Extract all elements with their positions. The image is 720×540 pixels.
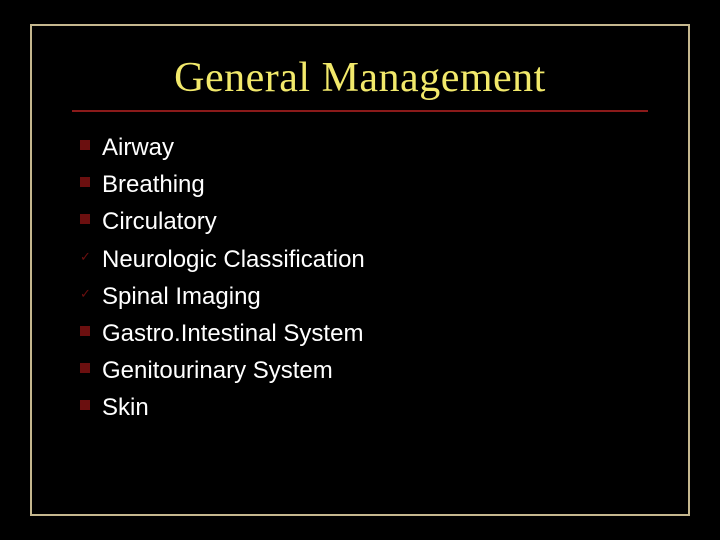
list-item: Genitourinary System	[80, 355, 648, 386]
check-icon: ✓	[80, 287, 91, 300]
square-bullet-icon	[80, 140, 102, 150]
square-icon	[80, 214, 90, 224]
check-bullet-icon: ✓	[80, 252, 102, 263]
list-item-text: Neurologic Classification	[102, 244, 365, 275]
slide-frame: General Management Airway Breathing Circul…	[30, 24, 690, 516]
list-item-text: Circulatory	[102, 206, 217, 237]
list-item: Breathing	[80, 169, 648, 200]
square-bullet-icon	[80, 363, 102, 373]
check-bullet-icon: ✓	[80, 289, 102, 300]
list-item-text: Genitourinary System	[102, 355, 333, 386]
check-icon: ✓	[80, 250, 91, 263]
divider-line	[72, 110, 648, 112]
square-icon	[80, 400, 90, 410]
square-bullet-icon	[80, 214, 102, 224]
slide-title: General Management	[72, 54, 648, 102]
bullet-list: Airway Breathing Circulatory ✓ Neurologic Cl…	[72, 132, 648, 424]
square-icon	[80, 140, 90, 150]
list-item: ✓ Neurologic Classification	[80, 244, 648, 275]
list-item: Gastro.Intestinal System	[80, 318, 648, 349]
list-item-text: Airway	[102, 132, 174, 163]
list-item-text: Skin	[102, 392, 149, 423]
list-item: Airway	[80, 132, 648, 163]
list-item-text: Spinal Imaging	[102, 281, 261, 312]
square-icon	[80, 363, 90, 373]
list-item: ✓ Spinal Imaging	[80, 281, 648, 312]
square-bullet-icon	[80, 177, 102, 187]
square-bullet-icon	[80, 400, 102, 410]
square-icon	[80, 177, 90, 187]
list-item-text: Breathing	[102, 169, 205, 200]
list-item-text: Gastro.Intestinal System	[102, 318, 363, 349]
slide: General Management Airway Breathing Circul…	[0, 0, 720, 540]
square-bullet-icon	[80, 326, 102, 336]
list-item: Circulatory	[80, 206, 648, 237]
square-icon	[80, 326, 90, 336]
list-item: Skin	[80, 392, 648, 423]
